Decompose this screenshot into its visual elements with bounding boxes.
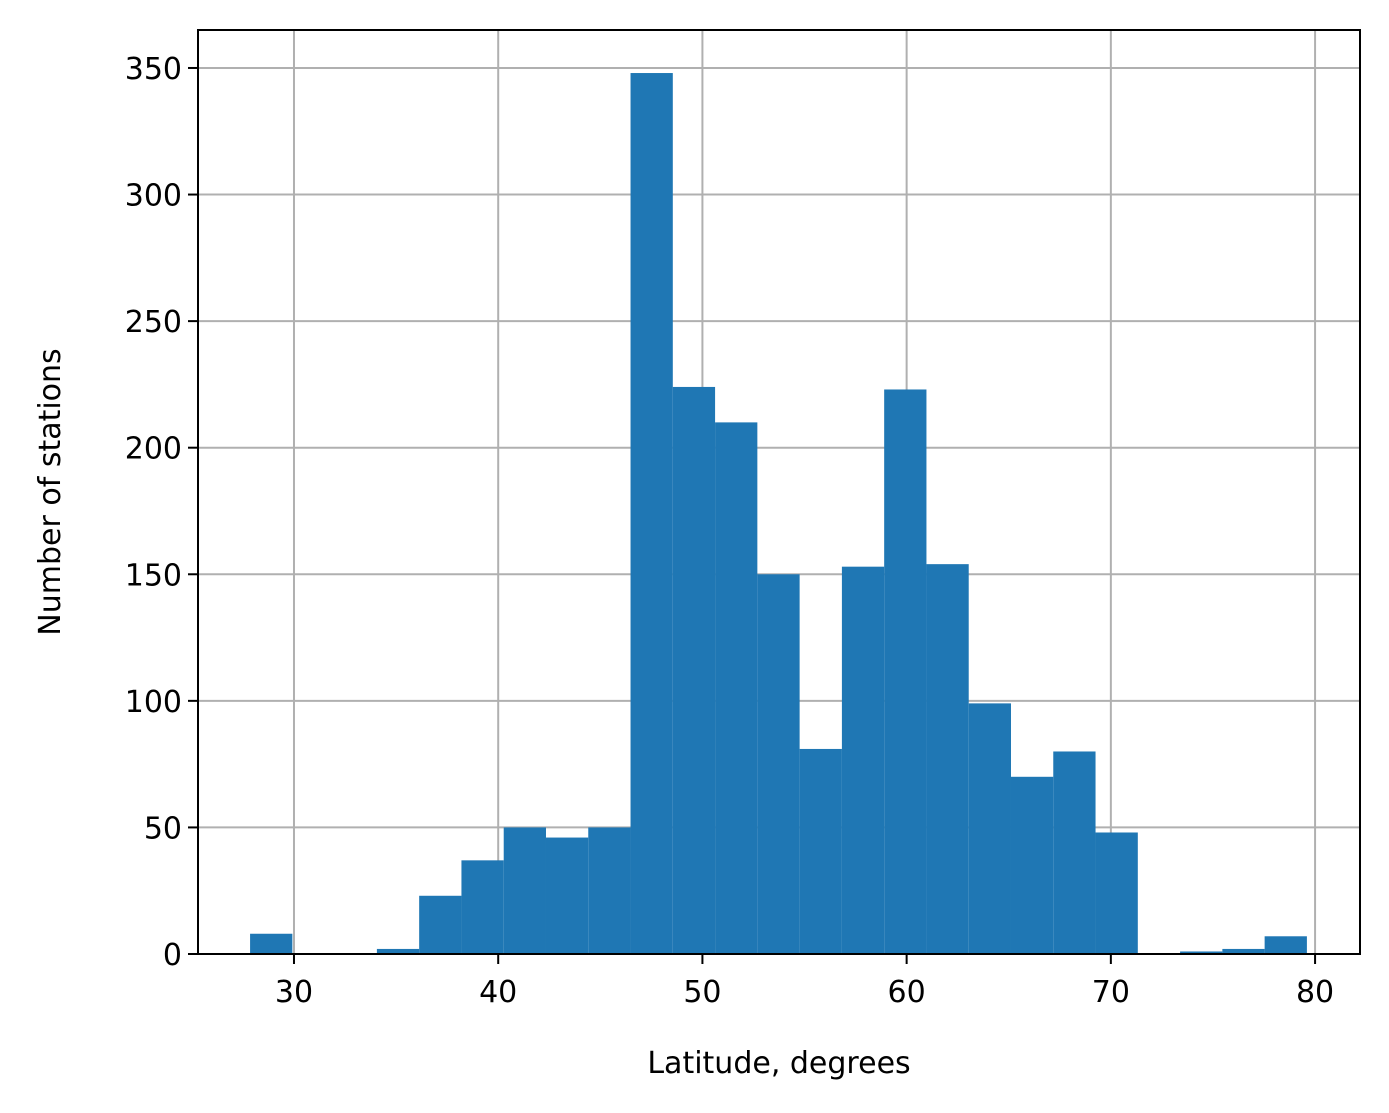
histogram-bar	[376, 948, 420, 954]
histogram-bar	[588, 827, 631, 954]
x-tick-label: 70	[1092, 975, 1130, 1010]
histogram-bar	[672, 386, 716, 954]
plot-frame	[197, 29, 1361, 955]
grid	[198, 30, 1360, 955]
histogram-bar	[799, 748, 842, 954]
histogram-bar	[1264, 936, 1307, 954]
x-tick-label: 80	[1296, 975, 1334, 1010]
histogram-bar	[1010, 776, 1054, 954]
axis-ticks: 30 40 50 60 70 80 0 50 100 150 200 250 300 350	[125, 52, 1334, 1010]
histogram-bar	[503, 827, 546, 954]
bars	[250, 73, 1307, 955]
y-axis-label: Number of stations	[33, 348, 68, 635]
histogram-bar	[1095, 832, 1138, 954]
histogram-bar	[884, 389, 927, 954]
histogram-bar	[1180, 951, 1223, 954]
y-tick-label: 0	[163, 938, 182, 973]
histogram-bar	[250, 933, 293, 954]
x-axis-label: Latitude, degrees	[647, 1046, 910, 1081]
y-tick-label: 100	[125, 685, 182, 720]
x-tick-label: 50	[683, 975, 721, 1010]
x-tick-label: 30	[275, 975, 313, 1010]
y-tick-label: 350	[125, 52, 182, 87]
histogram-bar	[630, 73, 673, 954]
histogram-bar	[968, 703, 1011, 954]
histogram-bar	[715, 422, 758, 955]
histogram-bar	[926, 564, 969, 954]
y-tick-label: 50	[144, 811, 182, 846]
y-tick-label: 250	[125, 305, 182, 340]
y-tick-label: 300	[125, 179, 182, 214]
y-tick-label: 150	[125, 558, 182, 593]
histogram-bar	[841, 566, 885, 954]
x-tick-label: 40	[479, 975, 517, 1010]
x-tick-label: 60	[888, 975, 926, 1010]
y-tick-label: 200	[125, 432, 182, 467]
histogram-bar	[757, 574, 800, 954]
histogram-bar	[461, 860, 504, 954]
histogram-bar	[1053, 751, 1096, 954]
histogram-bar	[1222, 948, 1265, 954]
histogram-bar	[545, 837, 589, 954]
histogram-bar	[419, 895, 462, 954]
